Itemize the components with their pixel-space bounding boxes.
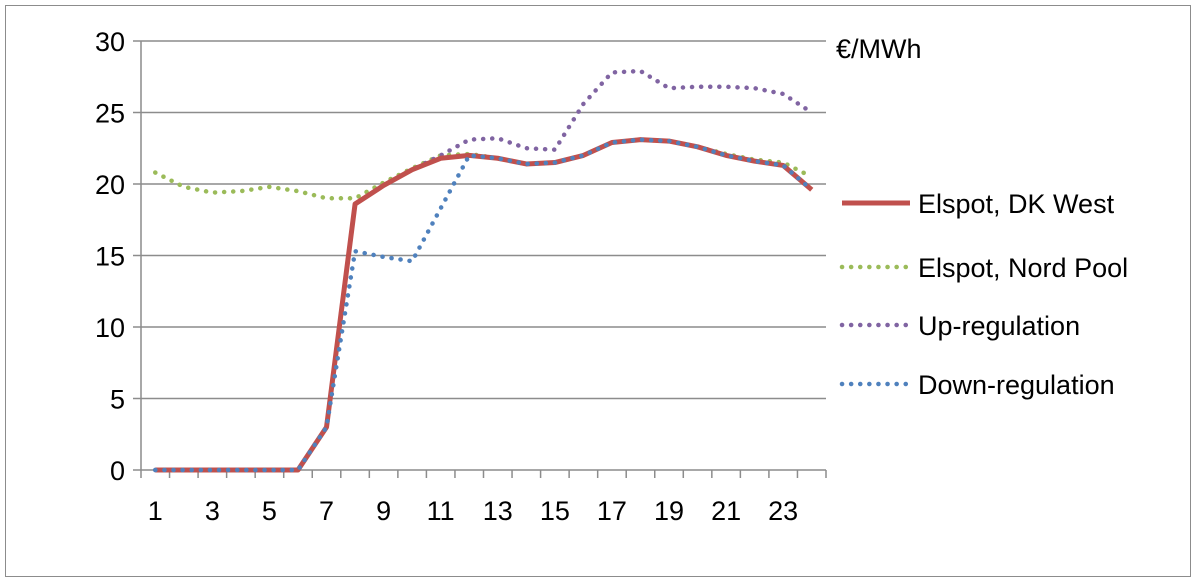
y-tick-label: 20 <box>95 170 125 200</box>
x-tick-label: 3 <box>205 496 220 526</box>
x-tick-label: 15 <box>540 496 570 526</box>
x-tick-label: 19 <box>654 496 684 526</box>
chart-frame <box>5 5 1191 577</box>
unit-label: €/MWh <box>836 34 922 64</box>
legend-label: Elspot, DK West <box>918 189 1115 219</box>
x-tick-label: 9 <box>376 496 391 526</box>
legend-label: Up-regulation <box>918 311 1080 341</box>
series-line-down-regulation <box>153 137 814 473</box>
y-tick-label: 5 <box>110 385 125 415</box>
x-tick-label: 5 <box>262 496 277 526</box>
x-tick-label: 23 <box>768 496 798 526</box>
x-tick-label: 17 <box>597 496 627 526</box>
series-lines <box>153 68 814 473</box>
x-tick-label: 11 <box>427 496 455 526</box>
y-tick-label: 25 <box>95 99 125 129</box>
x-tick-label: 13 <box>483 496 513 526</box>
series-line-up-regulation <box>153 68 814 473</box>
legend: Elspot, DK West Elspot, Nord Pool Up-regul… <box>839 189 1128 400</box>
legend-label: Down-regulation <box>918 370 1115 400</box>
x-tick-label: 1 <box>148 496 163 526</box>
x-tick-label: 21 <box>711 496 741 526</box>
gridlines <box>141 40 826 400</box>
axes <box>133 40 827 478</box>
series-line-elspot-nord-pool <box>153 137 814 201</box>
y-tick-label: 30 <box>95 27 125 57</box>
y-tick-label: 10 <box>95 313 125 343</box>
y-tick-label: 15 <box>95 242 125 272</box>
y-tick-label: 0 <box>110 456 125 486</box>
legend-label: Elspot, Nord Pool <box>918 253 1128 283</box>
x-tick-label: 7 <box>319 496 334 526</box>
series-line-elspot-dk-west <box>155 137 814 473</box>
